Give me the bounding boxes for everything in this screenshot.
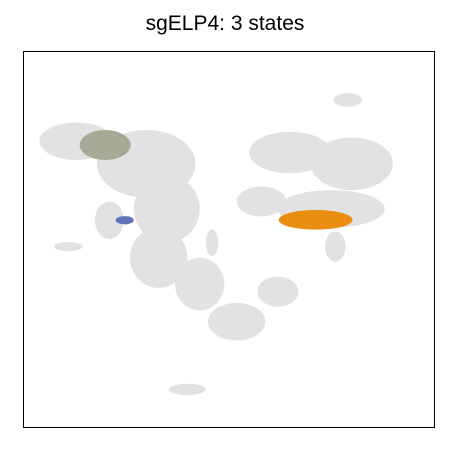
background-cell-cluster [205,229,219,256]
background-cell-cluster [53,242,83,252]
background-cell-cluster [94,201,124,239]
background-cell-cluster [207,302,266,341]
background-cell-cluster [175,257,225,311]
plot-frame [23,51,435,428]
background-cell-cluster [310,137,393,191]
state-3-cells [278,210,353,230]
background-cells [39,93,393,396]
state-1-cells [79,129,131,161]
background-cell-cluster [249,131,332,174]
state-series [79,129,353,230]
background-cell-cluster [168,383,206,396]
background-cell-cluster [333,93,363,107]
chart-title: sgELP4: 3 states [145,12,305,35]
background-cell-cluster [257,276,299,307]
background-cell-cluster [129,227,188,288]
background-cell-cluster [133,175,200,243]
background-cell-cluster [236,186,287,217]
state-2-cells [115,216,134,225]
background-cell-cluster [325,231,346,262]
